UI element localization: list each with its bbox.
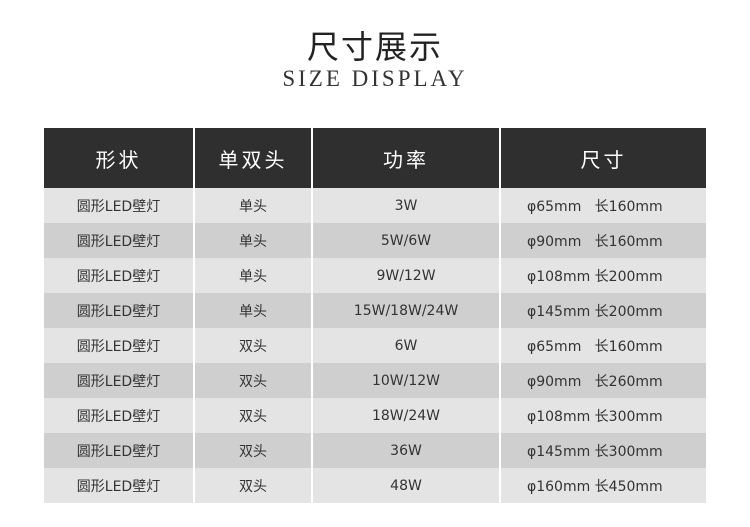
cell-shape: 圆形LED壁灯 [44, 328, 194, 363]
cell-shape: 圆形LED壁灯 [44, 223, 194, 258]
cell-shape: 圆形LED壁灯 [44, 398, 194, 433]
table-row: 圆形LED壁灯 双头 6W φ65mm 长160mm [44, 328, 706, 363]
header-shape: 形状 [44, 128, 194, 188]
cell-head-type: 单头 [193, 293, 312, 328]
cell-shape: 圆形LED壁灯 [44, 468, 194, 503]
cell-power: 9W/12W [311, 258, 500, 293]
cell-size: φ65mm 长160mm [499, 188, 706, 223]
table-row: 圆形LED壁灯 双头 10W/12W φ90mm 长260mm [44, 363, 706, 398]
cell-size: φ160mm 长450mm [499, 468, 706, 503]
header-size: 尺寸 [499, 128, 706, 188]
cell-power: 15W/18W/24W [311, 293, 500, 328]
cell-head-type: 单头 [193, 223, 312, 258]
page-title: 尺寸展示 [306, 28, 443, 66]
cell-power: 48W [311, 468, 500, 503]
size-table: 形状 单双头 功率 尺寸 圆形LED壁灯 单头 3W φ65mm 长160mm 圆形LE… [44, 128, 706, 503]
cell-power: 3W [311, 188, 500, 223]
cell-shape: 圆形LED壁灯 [44, 433, 194, 468]
cell-shape: 圆形LED壁灯 [44, 363, 194, 398]
cell-size: φ108mm 长200mm [499, 258, 706, 293]
table-row: 圆形LED壁灯 单头 9W/12W φ108mm 长200mm [44, 258, 706, 293]
header-head-type: 单双头 [193, 128, 312, 188]
table-row: 圆形LED壁灯 单头 5W/6W φ90mm 长160mm [44, 223, 706, 258]
cell-size: φ108mm 长300mm [499, 398, 706, 433]
cell-shape: 圆形LED壁灯 [44, 258, 194, 293]
header-row: 形状 单双头 功率 尺寸 [44, 128, 706, 188]
cell-power: 6W [311, 328, 500, 363]
header-power: 功率 [311, 128, 500, 188]
table-row: 圆形LED壁灯 单头 3W φ65mm 长160mm [44, 188, 706, 223]
cell-size: φ145mm 长200mm [499, 293, 706, 328]
page-subtitle: SIZE DISPLAY [282, 66, 468, 91]
cell-size: φ145mm 长300mm [499, 433, 706, 468]
cell-power: 36W [311, 433, 500, 468]
cell-head-type: 双头 [193, 433, 312, 468]
cell-size: φ90mm 长260mm [499, 363, 706, 398]
cell-size: φ65mm 长160mm [499, 328, 706, 363]
cell-head-type: 双头 [193, 398, 312, 433]
table-row: 圆形LED壁灯 双头 18W/24W φ108mm 长300mm [44, 398, 706, 433]
cell-head-type: 单头 [193, 258, 312, 293]
cell-power: 5W/6W [311, 223, 500, 258]
cell-size: φ90mm 长160mm [499, 223, 706, 258]
table-row: 圆形LED壁灯 单头 15W/18W/24W φ145mm 长200mm [44, 293, 706, 328]
cell-shape: 圆形LED壁灯 [44, 293, 194, 328]
cell-head-type: 单头 [193, 188, 312, 223]
cell-power: 18W/24W [311, 398, 500, 433]
cell-shape: 圆形LED壁灯 [44, 188, 194, 223]
table-row: 圆形LED壁灯 双头 48W φ160mm 长450mm [44, 468, 706, 503]
cell-head-type: 双头 [193, 468, 312, 503]
cell-head-type: 双头 [193, 328, 312, 363]
cell-head-type: 双头 [193, 363, 312, 398]
cell-power: 10W/12W [311, 363, 500, 398]
table-row: 圆形LED壁灯 双头 36W φ145mm 长300mm [44, 433, 706, 468]
